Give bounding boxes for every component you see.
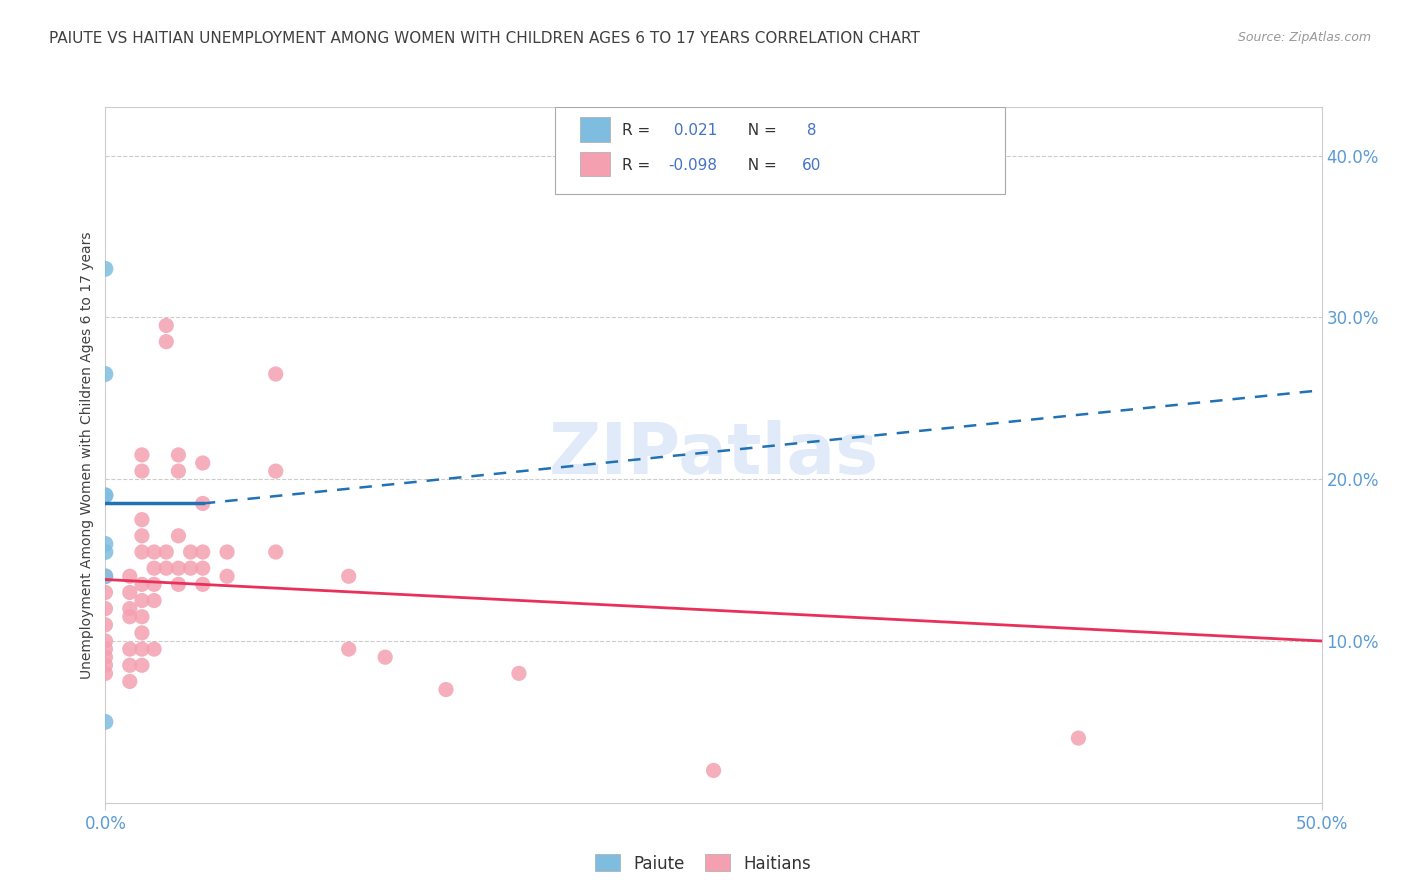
Point xyxy=(155,318,177,333)
Point xyxy=(118,658,141,673)
Point xyxy=(167,529,190,543)
Y-axis label: Unemployment Among Women with Children Ages 6 to 17 years: Unemployment Among Women with Children A… xyxy=(80,231,94,679)
Point xyxy=(94,488,117,502)
Point xyxy=(131,593,153,607)
Point xyxy=(94,617,117,632)
Point xyxy=(143,593,166,607)
Point xyxy=(143,545,166,559)
Point xyxy=(702,764,725,778)
Point xyxy=(337,569,360,583)
Point xyxy=(131,577,153,591)
Text: -0.098: -0.098 xyxy=(668,158,717,173)
Text: 0.021: 0.021 xyxy=(668,123,717,138)
Point xyxy=(155,545,177,559)
Point xyxy=(167,577,190,591)
Point xyxy=(337,642,360,657)
Point xyxy=(508,666,530,681)
Point xyxy=(94,261,117,276)
Text: 60: 60 xyxy=(803,158,821,173)
Point xyxy=(118,601,141,615)
Point xyxy=(131,609,153,624)
Point xyxy=(94,488,117,502)
Point xyxy=(131,545,153,559)
Point xyxy=(167,464,190,478)
Legend: Paiute, Haitians: Paiute, Haitians xyxy=(589,847,817,880)
Text: N =: N = xyxy=(738,158,782,173)
Text: Source: ZipAtlas.com: Source: ZipAtlas.com xyxy=(1237,31,1371,45)
Point xyxy=(118,585,141,599)
Text: R =: R = xyxy=(623,123,655,138)
Text: PAIUTE VS HAITIAN UNEMPLOYMENT AMONG WOMEN WITH CHILDREN AGES 6 TO 17 YEARS CORR: PAIUTE VS HAITIAN UNEMPLOYMENT AMONG WOM… xyxy=(49,31,920,46)
Point xyxy=(191,496,214,510)
Point xyxy=(180,545,202,559)
Point xyxy=(374,650,396,665)
Point xyxy=(180,561,202,575)
Point xyxy=(155,561,177,575)
FancyBboxPatch shape xyxy=(555,107,1005,194)
Text: R =: R = xyxy=(623,158,655,173)
FancyBboxPatch shape xyxy=(579,118,610,142)
Point xyxy=(264,464,287,478)
Point xyxy=(167,448,190,462)
Point xyxy=(131,626,153,640)
Point xyxy=(143,577,166,591)
Point xyxy=(155,334,177,349)
Point xyxy=(143,642,166,657)
Point xyxy=(217,545,239,559)
Point xyxy=(131,529,153,543)
FancyBboxPatch shape xyxy=(579,152,610,176)
Point xyxy=(94,634,117,648)
Point xyxy=(94,569,117,583)
Point xyxy=(94,642,117,657)
Point xyxy=(191,577,214,591)
Text: ZIPatlas: ZIPatlas xyxy=(548,420,879,490)
Point xyxy=(94,569,117,583)
Point xyxy=(167,561,190,575)
Point xyxy=(131,642,153,657)
Point xyxy=(94,650,117,665)
Point xyxy=(94,367,117,381)
Point xyxy=(94,601,117,615)
Point xyxy=(131,513,153,527)
Point xyxy=(118,674,141,689)
Point xyxy=(118,642,141,657)
Point xyxy=(118,609,141,624)
Point xyxy=(94,545,117,559)
Point xyxy=(1067,731,1090,745)
Point xyxy=(94,714,117,729)
Point xyxy=(94,585,117,599)
Point xyxy=(94,658,117,673)
Point xyxy=(264,545,287,559)
Point xyxy=(94,537,117,551)
Point xyxy=(94,666,117,681)
Text: 8: 8 xyxy=(803,123,817,138)
Point xyxy=(131,464,153,478)
Point xyxy=(131,658,153,673)
Text: N =: N = xyxy=(738,123,782,138)
Point xyxy=(191,545,214,559)
Point xyxy=(143,561,166,575)
Point xyxy=(264,367,287,381)
Point xyxy=(118,569,141,583)
Point xyxy=(191,456,214,470)
Point xyxy=(131,448,153,462)
Point xyxy=(217,569,239,583)
Point xyxy=(434,682,457,697)
Point xyxy=(191,561,214,575)
